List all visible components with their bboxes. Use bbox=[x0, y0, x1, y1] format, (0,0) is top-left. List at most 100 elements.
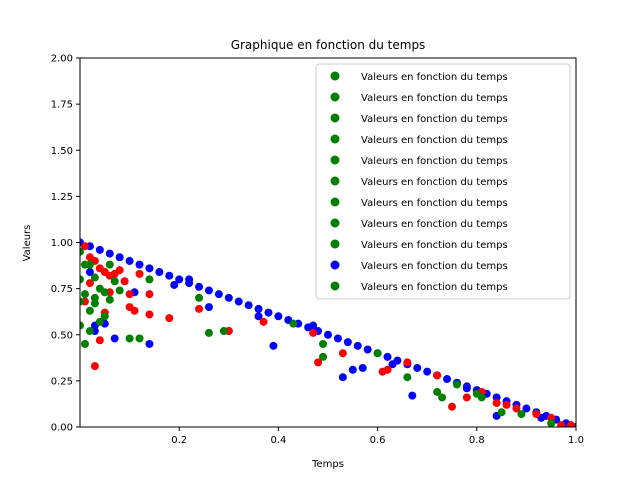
legend-marker bbox=[330, 71, 340, 81]
data-point bbox=[522, 404, 531, 413]
data-point bbox=[110, 277, 119, 286]
data-point bbox=[532, 410, 541, 419]
data-point bbox=[80, 297, 84, 306]
data-point bbox=[254, 312, 263, 321]
legend-entry: Valeurs en fonction du temps bbox=[330, 218, 508, 230]
legend-marker bbox=[330, 113, 340, 123]
data-point bbox=[512, 404, 521, 413]
legend-marker bbox=[330, 197, 340, 207]
legend-marker bbox=[330, 281, 340, 291]
legend-label: Valeurs en fonction du temps bbox=[361, 114, 508, 125]
data-point bbox=[135, 260, 144, 269]
legend-label: Valeurs en fonction du temps bbox=[361, 72, 508, 83]
legend-marker bbox=[330, 155, 340, 165]
data-point bbox=[403, 373, 412, 382]
data-point bbox=[85, 327, 94, 336]
data-point bbox=[175, 275, 184, 284]
data-point bbox=[319, 352, 328, 361]
y-tick-label: 0.25 bbox=[51, 376, 73, 387]
legend-entry: Valeurs en fonction du temps bbox=[330, 71, 508, 83]
data-point bbox=[115, 253, 124, 262]
legend-entry: Valeurs en fonction du temps bbox=[330, 155, 508, 167]
data-point bbox=[204, 303, 213, 312]
data-point bbox=[80, 242, 89, 251]
data-point bbox=[497, 408, 506, 417]
x-tick-label: 1.0 bbox=[568, 435, 584, 446]
data-point bbox=[214, 290, 223, 299]
data-point bbox=[383, 352, 392, 361]
x-tick-label: 0.8 bbox=[469, 435, 485, 446]
data-point bbox=[388, 360, 397, 369]
y-tick-label: 0.00 bbox=[51, 423, 73, 434]
data-point bbox=[145, 310, 154, 319]
data-point bbox=[477, 393, 486, 402]
x-tick-label: 0.4 bbox=[270, 435, 286, 446]
legend-label: Valeurs en fonction du temps bbox=[361, 198, 508, 209]
data-point bbox=[517, 410, 526, 419]
legend-entry: Valeurs en fonction du temps bbox=[330, 239, 508, 251]
legend-entry: Valeurs en fonction du temps bbox=[330, 113, 508, 125]
data-point bbox=[105, 260, 114, 269]
data-point bbox=[492, 399, 501, 408]
data-point bbox=[462, 384, 471, 393]
data-point bbox=[100, 312, 109, 321]
data-point bbox=[408, 391, 417, 400]
y-tick-label: 0.75 bbox=[51, 284, 73, 295]
data-point bbox=[85, 268, 94, 277]
legend-marker bbox=[330, 218, 340, 228]
data-point bbox=[423, 367, 432, 376]
legend-label: Valeurs en fonction du temps bbox=[361, 282, 508, 293]
data-point bbox=[353, 341, 362, 350]
y-tick-label: 1.75 bbox=[51, 100, 73, 111]
legend-label: Valeurs en fonction du temps bbox=[361, 219, 508, 230]
data-point bbox=[338, 349, 347, 358]
data-point bbox=[165, 271, 174, 280]
data-point bbox=[358, 363, 367, 372]
data-point bbox=[195, 304, 204, 313]
data-point bbox=[547, 419, 556, 427]
y-tick-label: 1.25 bbox=[51, 192, 73, 203]
legend-entry: Valeurs en fonction du temps bbox=[330, 260, 508, 272]
data-point bbox=[383, 365, 392, 374]
data-point bbox=[438, 393, 447, 402]
x-axis-label: Temps bbox=[311, 459, 344, 470]
data-point bbox=[448, 402, 456, 411]
data-point bbox=[125, 334, 134, 343]
data-point bbox=[259, 317, 268, 326]
data-point bbox=[234, 297, 243, 306]
legend-entry: Valeurs en fonction du temps bbox=[330, 197, 508, 209]
legend: Valeurs en fonction du temps Valeurs en f… bbox=[315, 63, 571, 300]
data-point bbox=[309, 321, 318, 330]
data-point bbox=[462, 393, 471, 402]
legend-label: Valeurs en fonction du temps bbox=[361, 261, 508, 272]
series-1 bbox=[80, 242, 576, 427]
data-point bbox=[95, 317, 104, 326]
data-point bbox=[115, 286, 124, 295]
data-point bbox=[433, 371, 442, 380]
data-point bbox=[195, 282, 204, 291]
legend-box bbox=[315, 63, 571, 300]
legend-entry: Valeurs en fonction du temps bbox=[330, 281, 508, 293]
y-tick-label: 1.00 bbox=[51, 238, 73, 249]
y-axis-ticks: 0.00 0.25 0.50 0.75 1.00 1.25 1.50 1.75 2.00 bbox=[51, 54, 80, 434]
legend-label: Valeurs en fonction du temps bbox=[361, 93, 508, 104]
data-point bbox=[125, 256, 134, 265]
data-point bbox=[135, 334, 144, 343]
data-point bbox=[80, 321, 84, 330]
data-point bbox=[135, 269, 144, 278]
data-point bbox=[567, 421, 576, 427]
x-axis-ticks: 0.2 0.4 0.6 0.8 1.0 bbox=[171, 427, 584, 446]
data-point bbox=[120, 277, 129, 286]
legend-entry: Valeurs en fonction du temps bbox=[330, 134, 508, 146]
y-tick-label: 0.50 bbox=[51, 330, 73, 341]
legend-marker bbox=[330, 176, 340, 186]
data-point bbox=[85, 306, 94, 315]
data-point bbox=[80, 247, 84, 256]
data-point bbox=[95, 245, 104, 254]
data-point bbox=[443, 375, 452, 384]
data-point bbox=[244, 301, 253, 310]
data-point bbox=[145, 290, 154, 299]
data-point bbox=[80, 275, 84, 284]
data-point bbox=[100, 288, 109, 297]
y-axis-label: Valeurs bbox=[22, 225, 33, 262]
